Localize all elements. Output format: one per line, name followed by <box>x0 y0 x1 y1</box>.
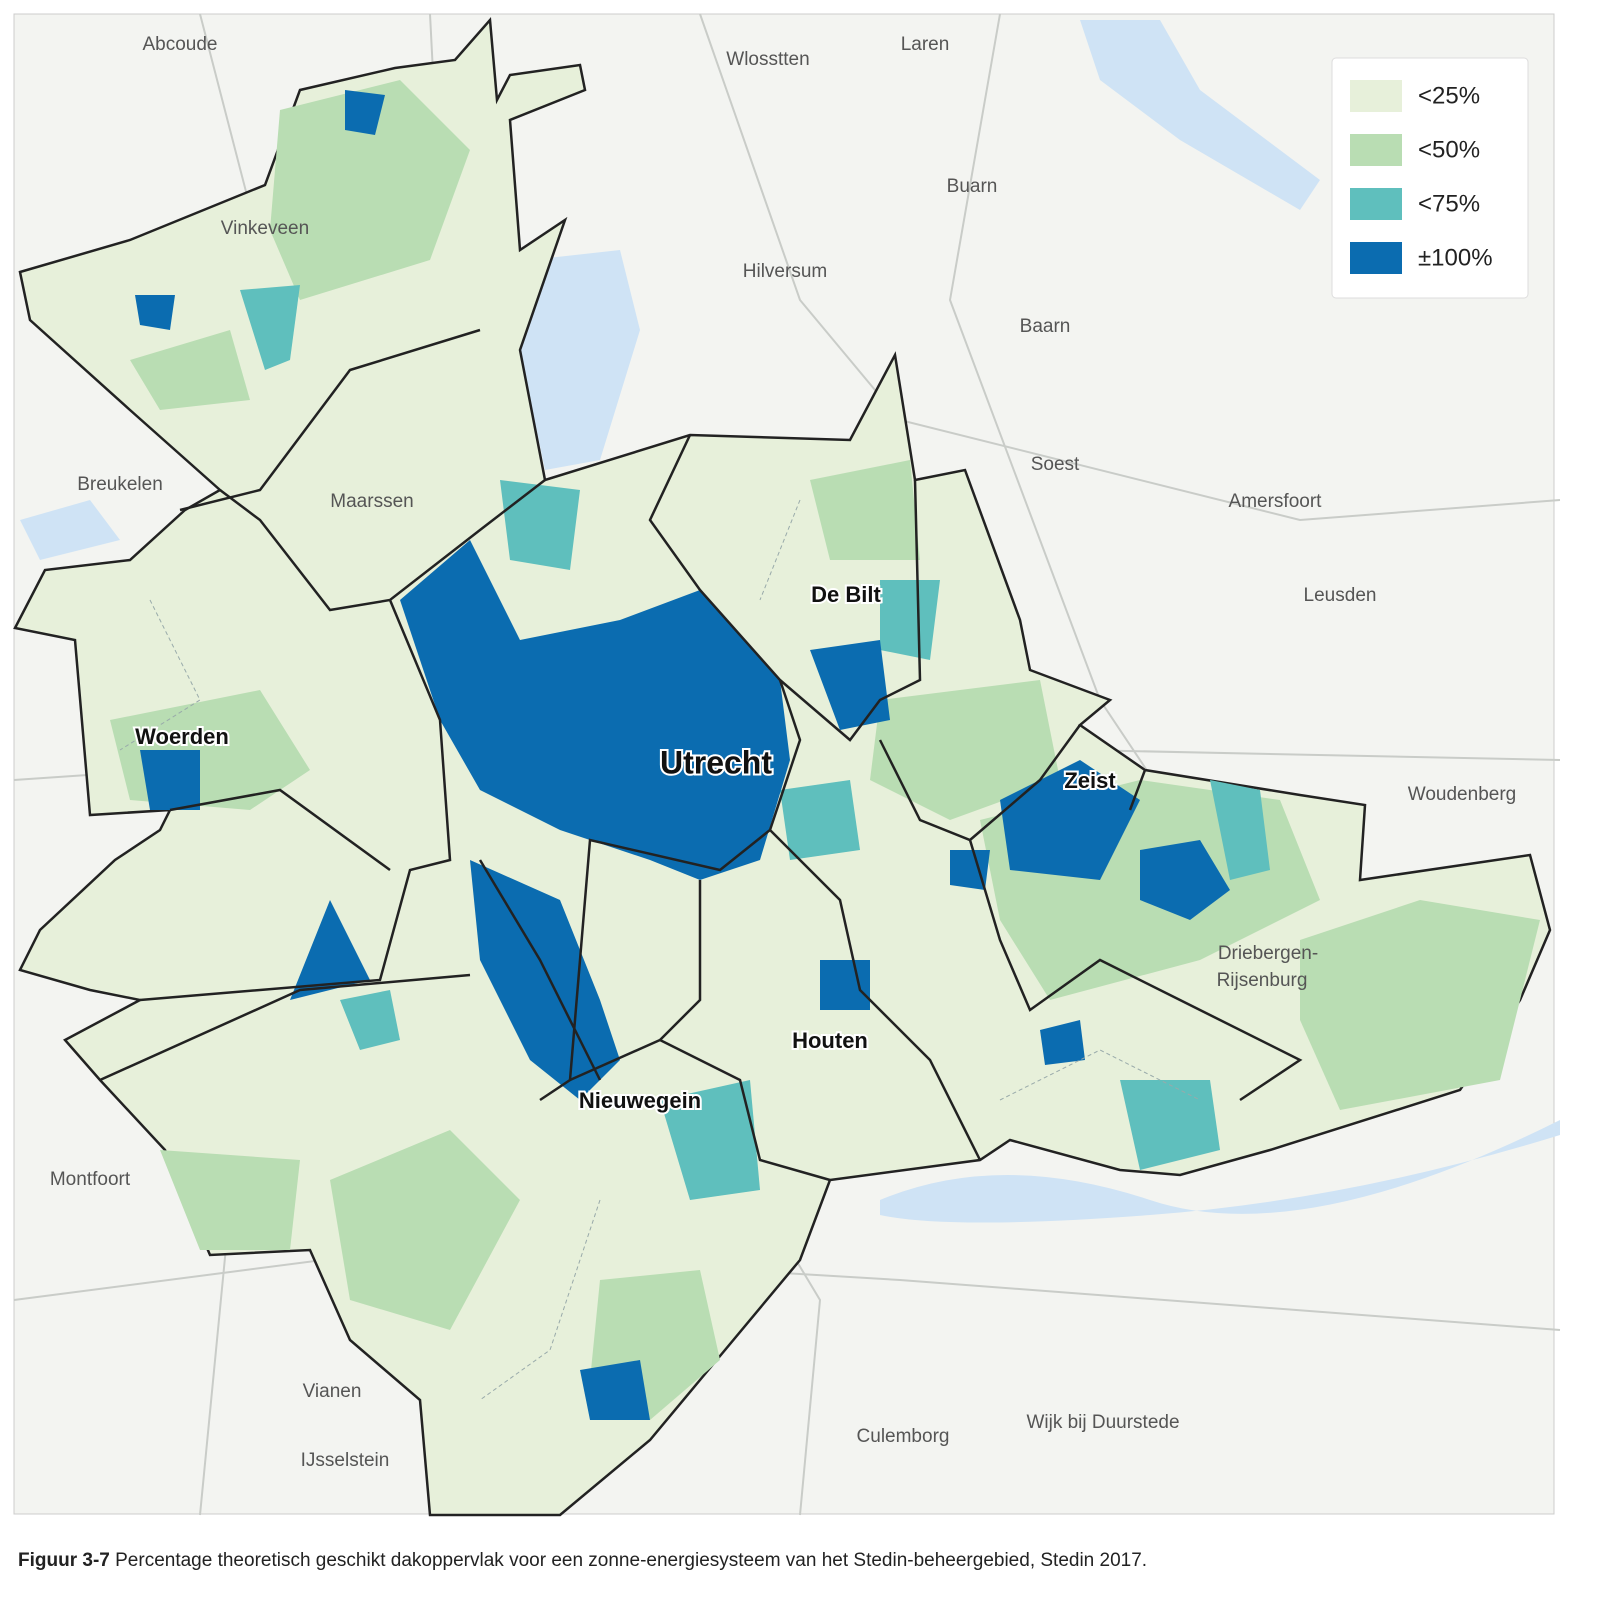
caption-label: Figuur 3-7 <box>18 1550 110 1571</box>
patch <box>1140 840 1230 920</box>
municipality-label: Houten <box>792 1028 868 1053</box>
municipality-label: De Bilt <box>811 582 881 607</box>
patch <box>1040 1020 1085 1065</box>
patch <box>820 960 870 1010</box>
place-label: Vianen <box>303 1381 362 1402</box>
legend-swatch <box>1350 134 1402 166</box>
place-label: Driebergen- <box>1218 943 1318 964</box>
patch <box>240 285 300 370</box>
legend-label: <25% <box>1418 82 1480 109</box>
legend-label: ±100% <box>1418 244 1493 271</box>
place-label: Abcoude <box>142 34 217 55</box>
legend-swatch <box>1350 242 1402 274</box>
patch <box>1000 760 1140 880</box>
patch <box>135 295 175 330</box>
patch <box>950 850 990 890</box>
legend-box <box>1331 57 1529 299</box>
patch <box>290 900 370 1000</box>
patch <box>400 540 790 880</box>
map: Abcoude Wlosstten Laren Buarn Hilversum … <box>13 13 1561 1517</box>
place-label: Buarn <box>947 176 998 197</box>
patch <box>1120 1080 1220 1170</box>
legend-label: <50% <box>1418 136 1480 163</box>
legend-swatch <box>1350 80 1402 112</box>
patch <box>870 680 1060 820</box>
patch <box>500 480 580 570</box>
patch <box>880 580 940 660</box>
patch <box>810 640 890 730</box>
place-label: Baarn <box>1020 316 1071 337</box>
place-label: IJsselstein <box>301 1450 390 1471</box>
place-label: Wijk bij Duurstede <box>1026 1412 1179 1433</box>
boundaries <box>99 328 1303 1401</box>
place-label: Culemborg <box>857 1426 950 1447</box>
patch <box>580 1360 650 1420</box>
place-label: Breukelen <box>77 474 163 495</box>
place-label: Soest <box>1031 454 1080 475</box>
patch <box>470 860 620 1100</box>
place-label: Leusden <box>1304 585 1377 606</box>
place-label: Vinkeveen <box>221 218 309 239</box>
water <box>20 20 1560 1223</box>
place-label: Rijsenburg <box>1217 970 1308 991</box>
municipality-label: Woerden <box>135 724 229 749</box>
place-label: Laren <box>901 34 950 55</box>
patch <box>270 80 470 300</box>
patch <box>340 990 400 1050</box>
patch <box>130 330 250 410</box>
patch <box>1300 900 1540 1110</box>
patches <box>110 80 1540 1420</box>
patch <box>1210 780 1270 880</box>
place-label: Hilversum <box>743 261 827 282</box>
place-labels: Abcoude Wlosstten Laren Buarn Hilversum … <box>50 34 1516 1471</box>
patch <box>160 1150 300 1250</box>
patch <box>345 90 385 135</box>
municipality-label: Utrecht <box>660 744 772 780</box>
place-label: Amersfoort <box>1229 491 1323 512</box>
legend: <25% <50% <75% ±100% <box>1331 57 1529 299</box>
place-label: Woudenberg <box>1408 784 1516 805</box>
patch <box>780 780 860 860</box>
place-label: Montfoort <box>50 1169 131 1190</box>
municipality-label: Zeist <box>1064 768 1116 793</box>
caption: Figuur 3-7 Percentage theoretisch geschi… <box>18 1550 1147 1572</box>
place-label: Wlosstten <box>726 49 809 70</box>
caption-text: Percentage theoretisch geschikt dakopper… <box>115 1550 1148 1571</box>
patch <box>330 1130 520 1330</box>
patch <box>810 460 920 560</box>
place-label: Maarssen <box>330 491 413 512</box>
legend-label: <75% <box>1418 190 1480 217</box>
legend-swatch <box>1350 188 1402 220</box>
municipality-label: Nieuwegein <box>579 1088 701 1113</box>
patch <box>660 1080 760 1200</box>
patch <box>140 750 200 810</box>
